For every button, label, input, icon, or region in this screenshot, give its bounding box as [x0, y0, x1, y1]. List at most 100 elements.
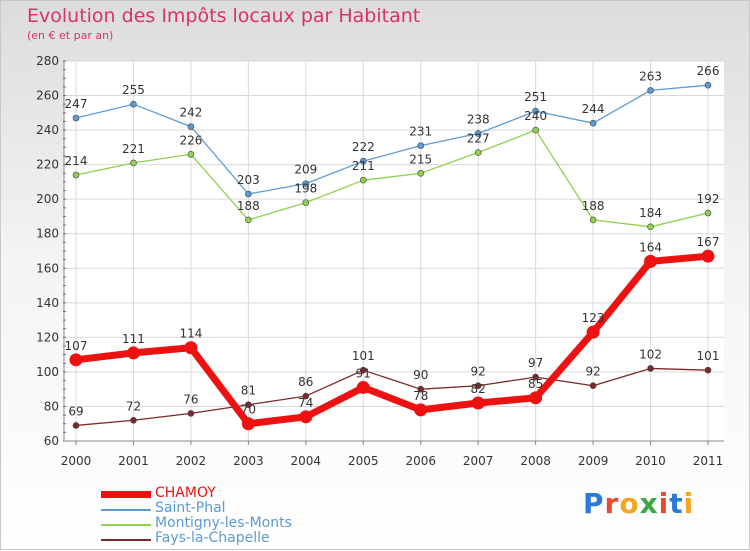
data-point-fays-la-chapelle[interactable]	[647, 365, 654, 372]
data-point-chamoy[interactable]	[356, 380, 370, 394]
data-point-montigny-les-monts[interactable]	[647, 223, 654, 231]
data-point-montigny-les-monts[interactable]	[72, 171, 80, 179]
data-label-saint-phal: 238	[467, 113, 490, 127]
legend-item-saint-phal[interactable]: Saint-Phal	[101, 500, 421, 517]
data-label-montigny-les-monts: 211	[352, 159, 375, 173]
legend-item-montigny-les-monts[interactable]: Montigny-les-Monts	[101, 515, 421, 532]
data-point-montigny-les-monts[interactable]	[359, 176, 367, 184]
data-point-montigny-les-monts[interactable]	[704, 209, 712, 217]
data-point-chamoy[interactable]	[529, 391, 543, 405]
data-point-fays-la-chapelle[interactable]	[474, 382, 482, 390]
x-tick-label: 2009	[578, 454, 609, 468]
proxiti-logo: Proxiti	[583, 487, 695, 520]
data-point-fays-la-chapelle[interactable]	[302, 392, 310, 400]
data-label-fays-la-chapelle: 86	[298, 375, 313, 389]
data-point-chamoy[interactable]	[471, 396, 485, 410]
data-point-saint-phal[interactable]	[647, 87, 654, 94]
data-label-saint-phal: 255	[122, 83, 145, 97]
data-point-montigny-les-monts[interactable]	[130, 159, 137, 167]
data-point-saint-phal[interactable]	[589, 119, 597, 127]
legend: CHAMOY Saint-Phal Montigny-les-Monts Fay…	[101, 485, 421, 547]
data-labels: 247 255 242 203 209 222 231 238 251 244 263 266 214 2…	[65, 64, 720, 418]
legend-swatch-chamoy	[101, 491, 151, 498]
data-point-saint-phal[interactable]	[245, 190, 252, 198]
data-label-fays-la-chapelle: 92	[471, 365, 486, 379]
data-point-fays-la-chapelle[interactable]	[245, 401, 252, 409]
data-point-saint-phal[interactable]	[302, 180, 310, 187]
data-label-fays-la-chapelle: 81	[241, 384, 256, 398]
data-label-chamoy: 114	[179, 327, 202, 341]
data-point-fays-la-chapelle[interactable]	[72, 422, 80, 429]
data-point-fays-la-chapelle[interactable]	[130, 416, 137, 424]
x-tick-label: 2002	[176, 454, 207, 468]
x-tick-label: 2003	[233, 454, 264, 468]
y-tick-label: 60	[44, 434, 59, 448]
data-point-saint-phal[interactable]	[187, 123, 195, 130]
data-label-chamoy: 85	[528, 377, 543, 391]
data-point-chamoy[interactable]	[644, 254, 658, 268]
data-label-fays-la-chapelle: 72	[126, 399, 141, 413]
data-point-montigny-les-monts[interactable]	[532, 126, 539, 134]
series-line-fays-la-chapelle	[75, 367, 709, 427]
data-point-fays-la-chapelle[interactable]	[532, 373, 539, 381]
legend-label-saint-phal: Saint-Phal	[155, 500, 226, 516]
data-label-montigny-les-monts: 221	[122, 142, 145, 156]
data-point-chamoy[interactable]	[586, 325, 600, 339]
series-group	[69, 81, 715, 431]
legend-item-chamoy[interactable]: CHAMOY	[101, 485, 421, 502]
data-label-fays-la-chapelle: 90	[413, 368, 428, 382]
data-point-chamoy[interactable]	[299, 410, 313, 424]
data-point-saint-phal[interactable]	[359, 157, 367, 165]
data-point-fays-la-chapelle[interactable]	[359, 366, 367, 374]
data-label-montigny-les-monts: 188	[237, 199, 260, 213]
y-tick-label: 140	[36, 296, 59, 310]
data-label-saint-phal: 247	[65, 97, 88, 111]
y-tick-label: 100	[36, 365, 59, 379]
data-point-fays-la-chapelle[interactable]	[417, 385, 425, 393]
data-point-montigny-les-monts[interactable]	[302, 199, 310, 206]
data-point-montigny-les-monts[interactable]	[417, 169, 425, 177]
data-point-saint-phal[interactable]	[72, 114, 80, 122]
data-label-saint-phal: 266	[697, 64, 720, 78]
series-line-montigny-les-monts	[75, 129, 709, 228]
data-point-saint-phal[interactable]	[704, 81, 712, 89]
data-label-montigny-les-monts: 192	[697, 192, 720, 206]
data-label-montigny-les-monts: 215	[409, 152, 432, 166]
x-tick-label: 2006	[405, 454, 436, 468]
data-point-montigny-les-monts[interactable]	[245, 216, 252, 224]
y-tick-label: 120	[36, 330, 59, 344]
data-point-chamoy[interactable]	[701, 249, 715, 263]
series-line-saint-phal	[75, 84, 709, 195]
legend-item-fays-la-chapelle[interactable]: Fays-la-Chapelle	[101, 530, 421, 547]
data-point-montigny-les-monts[interactable]	[474, 149, 482, 156]
data-point-saint-phal[interactable]	[417, 142, 425, 149]
data-point-fays-la-chapelle[interactable]	[589, 382, 597, 390]
x-tick-label: 2008	[520, 454, 551, 468]
data-label-saint-phal: 263	[639, 69, 662, 83]
y-tick-label: 200	[36, 192, 59, 206]
grid-lines	[64, 60, 724, 442]
data-point-saint-phal[interactable]	[532, 107, 539, 115]
data-point-saint-phal[interactable]	[474, 130, 482, 137]
data-label-chamoy: 164	[639, 240, 662, 254]
data-point-chamoy[interactable]	[126, 346, 140, 360]
data-point-chamoy[interactable]	[184, 341, 198, 355]
data-point-fays-la-chapelle[interactable]	[704, 366, 712, 374]
data-label-chamoy: 82	[471, 382, 486, 396]
data-point-montigny-les-monts[interactable]	[589, 216, 597, 224]
data-point-fays-la-chapelle[interactable]	[187, 410, 195, 417]
data-point-saint-phal[interactable]	[130, 100, 137, 108]
data-point-chamoy[interactable]	[241, 417, 255, 431]
data-label-montigny-les-monts: 188	[582, 199, 605, 213]
data-point-montigny-les-monts[interactable]	[187, 150, 195, 158]
legend-swatch-saint-phal	[101, 509, 151, 511]
data-label-montigny-les-monts: 184	[639, 206, 662, 220]
series-line-chamoy	[72, 252, 712, 428]
data-point-chamoy[interactable]	[69, 353, 83, 367]
data-point-chamoy[interactable]	[414, 403, 428, 417]
data-label-montigny-les-monts: 214	[65, 154, 88, 168]
data-label-saint-phal: 222	[352, 140, 375, 154]
y-tick-label: 280	[36, 54, 59, 68]
x-tick-label: 2000	[61, 454, 92, 468]
